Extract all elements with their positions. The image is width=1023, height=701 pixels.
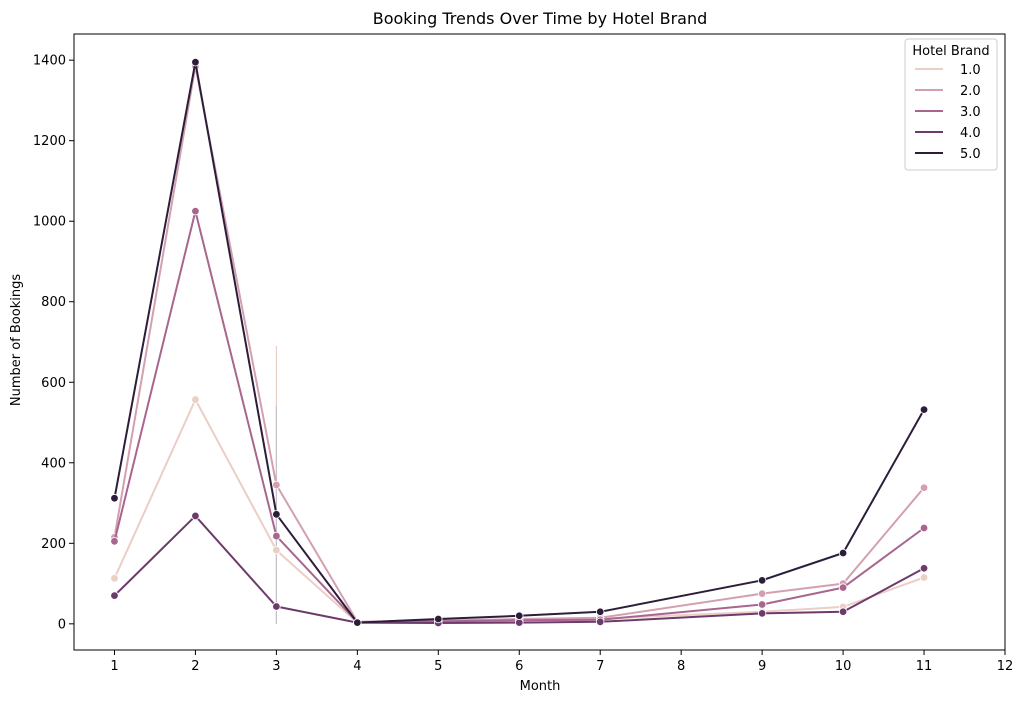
data-point bbox=[515, 611, 524, 620]
x-tick-label: 4 bbox=[353, 659, 361, 674]
data-point bbox=[596, 607, 605, 616]
x-tick-label: 10 bbox=[835, 659, 852, 674]
data-point bbox=[919, 483, 929, 492]
data-point bbox=[757, 609, 767, 618]
data-point bbox=[919, 523, 929, 533]
data-point bbox=[110, 537, 119, 546]
y-axis-label: Number of Bookings bbox=[9, 274, 24, 406]
data-point bbox=[272, 480, 281, 490]
data-point bbox=[596, 617, 605, 627]
chart-title: Booking Trends Over Time by Hotel Brand bbox=[373, 9, 708, 28]
series-line-4-0 bbox=[113, 514, 925, 624]
data-point bbox=[191, 511, 200, 521]
x-axis-label: Month bbox=[520, 679, 561, 694]
data-point bbox=[272, 510, 281, 519]
legend-label: 5.0 bbox=[960, 147, 981, 162]
data-point bbox=[110, 494, 119, 503]
x-tick-label: 7 bbox=[596, 659, 604, 674]
data-point bbox=[757, 576, 767, 585]
y-tick-label: 800 bbox=[41, 295, 66, 310]
y-tick-label: 1000 bbox=[33, 215, 66, 230]
x-tick-label: 9 bbox=[758, 659, 766, 674]
legend-label: 1.0 bbox=[960, 63, 981, 78]
x-tick-label: 5 bbox=[434, 659, 442, 674]
legend: Hotel Brand 1.0 2.0 3.0 4.0 5.0 bbox=[904, 38, 998, 171]
x-tick-label: 3 bbox=[272, 659, 280, 674]
y-tick-label: 200 bbox=[41, 537, 66, 552]
data-point bbox=[757, 589, 767, 598]
data-point bbox=[838, 583, 848, 592]
x-tick-label: 1 bbox=[110, 659, 118, 674]
data-point bbox=[838, 607, 848, 616]
x-tick-label: 12 bbox=[997, 659, 1014, 674]
data-point bbox=[191, 206, 200, 216]
legend-label: 4.0 bbox=[960, 126, 981, 141]
x-tick-label: 2 bbox=[191, 659, 199, 674]
series-line-3-0 bbox=[113, 210, 925, 624]
data-point bbox=[110, 574, 119, 583]
y-tick-label: 0 bbox=[58, 617, 66, 632]
y-tick-label: 1400 bbox=[33, 54, 66, 69]
data-point bbox=[838, 548, 848, 558]
series-line-5-0 bbox=[113, 61, 925, 624]
data-point bbox=[757, 600, 767, 609]
data-point bbox=[434, 614, 443, 624]
x-tick-label: 11 bbox=[916, 659, 933, 674]
legend-box bbox=[904, 38, 998, 171]
data-point bbox=[272, 545, 281, 555]
data-point bbox=[272, 602, 281, 611]
data-point bbox=[272, 531, 281, 541]
plot-frame bbox=[73, 33, 1006, 651]
data-point bbox=[919, 573, 929, 582]
legend-label: 3.0 bbox=[960, 105, 981, 120]
data-point bbox=[353, 618, 362, 627]
y-tick-label: 400 bbox=[41, 456, 66, 471]
x-tick-label: 8 bbox=[677, 659, 685, 674]
y-tick-label: 600 bbox=[41, 376, 66, 391]
data-point bbox=[919, 564, 929, 573]
x-tick-label: 6 bbox=[515, 659, 523, 674]
data-point bbox=[110, 591, 119, 600]
data-point bbox=[191, 395, 200, 404]
legend-label: 2.0 bbox=[960, 84, 981, 99]
legend-title: Hotel Brand bbox=[912, 44, 989, 59]
data-point bbox=[191, 57, 200, 67]
data-point bbox=[919, 405, 929, 414]
y-tick-label: 1200 bbox=[33, 134, 66, 149]
